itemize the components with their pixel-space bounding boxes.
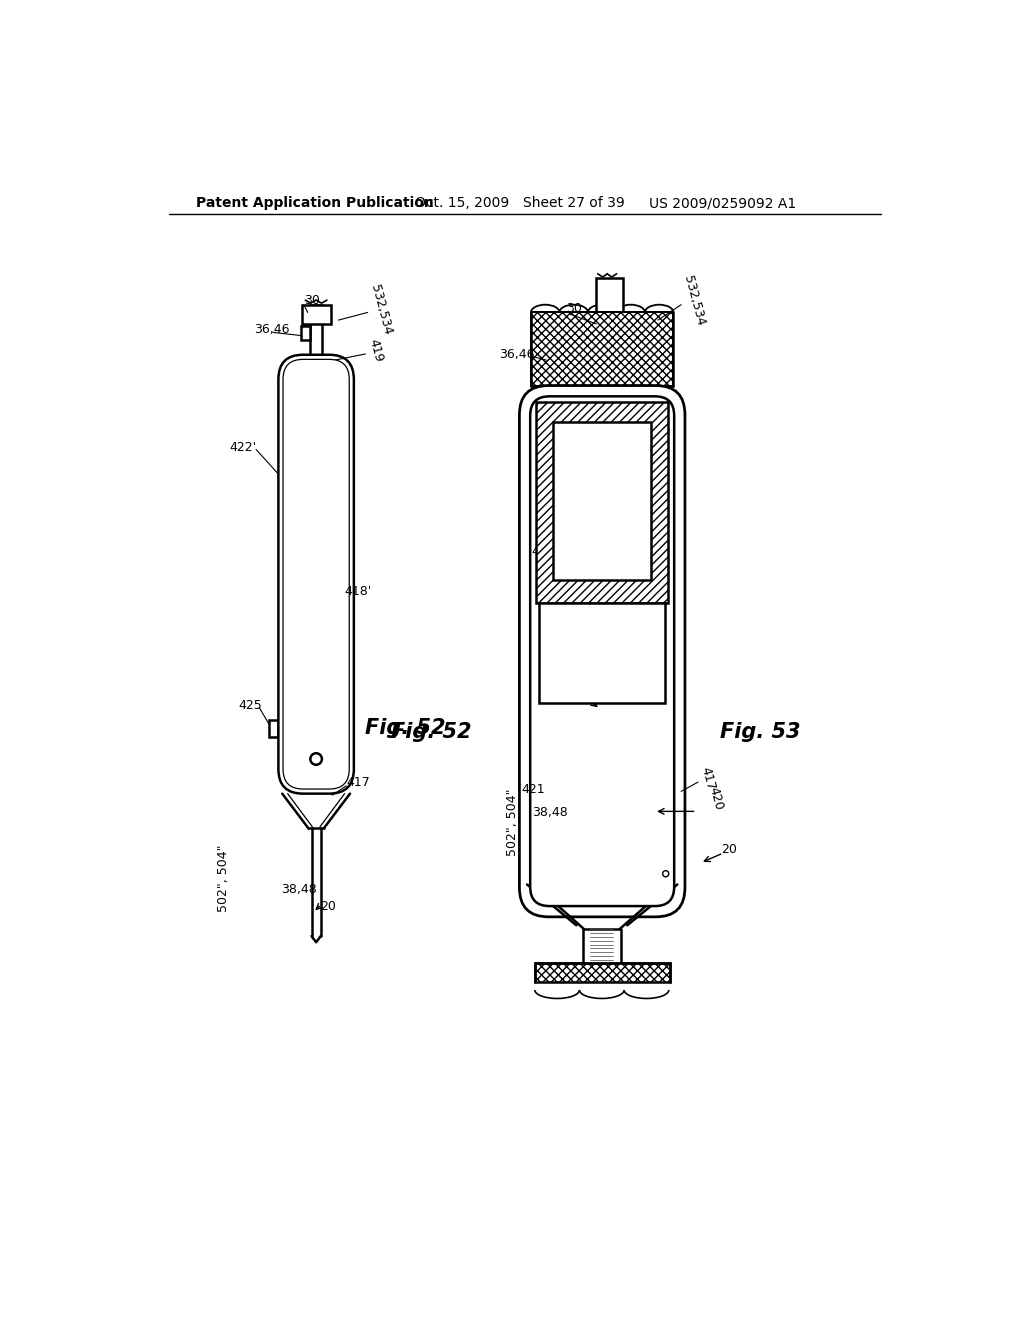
Bar (312, 355, 319, 372)
Bar (581, 867, 623, 880)
Bar (301, 326, 310, 341)
Text: Oct. 15, 2009: Oct. 15, 2009 (416, 197, 510, 210)
Text: 30: 30 (304, 294, 319, 308)
Text: 425: 425 (239, 698, 262, 711)
Bar (540, 603, 665, 702)
FancyBboxPatch shape (519, 385, 685, 917)
FancyBboxPatch shape (283, 359, 349, 789)
Bar (596, 277, 624, 313)
Bar (531, 313, 674, 385)
Text: 20: 20 (721, 842, 737, 855)
Text: 405: 405 (550, 676, 574, 689)
Bar (553, 422, 651, 579)
Text: Fig. 52: Fig. 52 (366, 718, 445, 738)
Text: 417: 417 (346, 776, 370, 788)
Text: 422': 422' (229, 441, 256, 454)
Bar (531, 313, 674, 385)
Text: 20: 20 (319, 900, 336, 913)
Text: 502", 504": 502", 504" (506, 788, 518, 855)
Text: 38,48: 38,48 (282, 883, 317, 896)
Text: Fig. 53: Fig. 53 (720, 722, 800, 742)
Text: US 2009/0259092 A1: US 2009/0259092 A1 (649, 197, 796, 210)
Bar (301, 305, 331, 323)
Text: 30: 30 (566, 302, 583, 315)
Text: 415': 415' (539, 487, 566, 500)
Text: 36,46: 36,46 (255, 323, 290, 335)
FancyBboxPatch shape (279, 355, 354, 793)
Bar (537, 403, 668, 603)
Text: 421: 421 (521, 783, 545, 796)
Text: 36,46: 36,46 (499, 348, 535, 362)
Text: Patent Application Publication: Patent Application Publication (196, 197, 434, 210)
Text: 418': 418' (345, 585, 372, 598)
Text: 419: 419 (367, 338, 385, 364)
Bar (535, 964, 670, 982)
Text: 425: 425 (559, 689, 584, 702)
Bar (310, 305, 323, 355)
Text: 38,48: 38,48 (532, 807, 568, 820)
Text: Fig. 52: Fig. 52 (391, 722, 471, 742)
Text: 417: 417 (698, 766, 718, 792)
Text: 420: 420 (707, 785, 725, 812)
FancyBboxPatch shape (530, 396, 674, 906)
Text: Sheet 27 of 39: Sheet 27 of 39 (523, 197, 625, 210)
Text: 422': 422' (531, 545, 558, 557)
Text: 455: 455 (606, 556, 631, 569)
Text: 532,534: 532,534 (681, 275, 707, 327)
Text: 532,534: 532,534 (368, 282, 393, 335)
Bar (269, 719, 279, 737)
Text: 502", 504": 502", 504" (217, 845, 229, 912)
